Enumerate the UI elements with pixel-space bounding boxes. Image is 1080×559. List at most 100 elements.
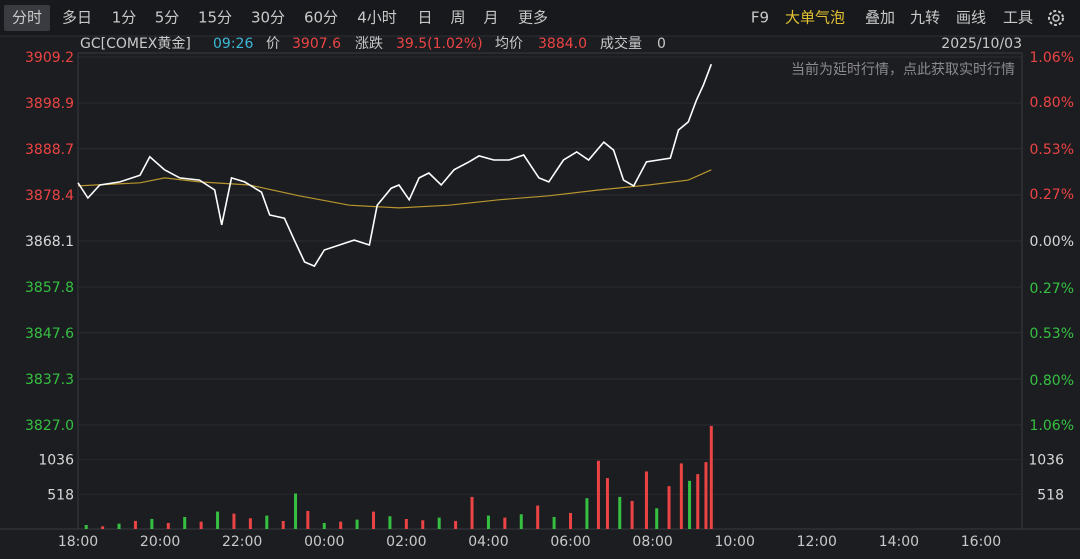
y-tick-label: 3847.6	[25, 326, 74, 342]
price: 3907.6	[292, 36, 341, 52]
volume-bar	[101, 526, 105, 529]
volume-bar	[704, 462, 708, 529]
tab[interactable]: 4小时	[357, 9, 397, 27]
tool[interactable]: 九转	[910, 9, 940, 27]
y2-tick-label: 0.53%	[1030, 326, 1074, 342]
volume-bar	[117, 523, 121, 529]
x-tick-label: 22:00	[222, 534, 262, 550]
volume-bar	[322, 522, 326, 529]
y2-tick-label: 1.06%	[1030, 50, 1074, 66]
volume-bar	[688, 480, 692, 529]
info-time: 09:26	[213, 36, 253, 52]
volume-bar	[421, 520, 425, 529]
toolbar	[0, 0, 1080, 36]
tab[interactable]: 5分	[155, 9, 180, 27]
y2-tick-label: 1036	[1028, 453, 1064, 469]
tool[interactable]: F9	[751, 9, 769, 27]
x-tick-label: 00:00	[304, 534, 344, 550]
volume-bar	[630, 500, 634, 529]
y-tick-label: 3898.9	[25, 96, 74, 112]
y-tick-label: 3909.2	[25, 50, 74, 66]
settings-icon[interactable]	[1048, 10, 1064, 26]
volume-bar	[372, 511, 376, 529]
tool[interactable]: 叠加	[865, 9, 895, 27]
price-label: 价	[266, 36, 280, 52]
y-tick-label: 3857.8	[25, 280, 74, 296]
y2-tick-label: 0.53%	[1030, 142, 1074, 158]
y2-tick-label: 518	[1037, 487, 1064, 503]
volume-bar	[183, 516, 187, 529]
avg: 3884.0	[538, 36, 587, 52]
price-line	[77, 63, 713, 268]
volume: 0	[657, 36, 666, 52]
tab[interactable]: 60分	[304, 9, 338, 27]
y-tick-label: 3837.3	[25, 372, 74, 388]
selected-tab	[4, 5, 50, 31]
y-tick-label: 3878.4	[25, 188, 74, 204]
volume-bar	[605, 478, 609, 529]
volume-bar	[618, 496, 622, 529]
volume-bar	[655, 508, 659, 529]
tab[interactable]: 15分	[198, 9, 232, 27]
volume-bar	[454, 520, 458, 529]
volume-label: 成交量	[600, 35, 642, 52]
volume-bar	[265, 515, 269, 529]
volume-bar	[536, 505, 540, 529]
x-tick-label: 06:00	[550, 534, 590, 550]
x-tick-label: 10:00	[715, 534, 755, 550]
x-tick-label: 02:00	[386, 534, 426, 550]
volume-bar	[216, 511, 220, 529]
volume-bar	[644, 471, 648, 529]
tab[interactable]: 周	[450, 9, 465, 27]
x-tick-label: 14:00	[879, 534, 919, 550]
x-tick-label: 08:00	[632, 534, 672, 550]
volume-bar	[232, 513, 236, 529]
y-tick-label: 3868.1	[25, 234, 74, 250]
y2-tick-label: 0.80%	[1030, 373, 1074, 389]
volume-bar	[294, 493, 298, 529]
volume-bar	[486, 515, 490, 529]
y2-tick-label: 0.27%	[1030, 281, 1074, 297]
volume-bar	[339, 521, 343, 529]
delay-notice[interactable]: 当前为延时行情，点此获取实时行情	[791, 61, 1015, 78]
symbol: GC[COMEX黄金]	[80, 35, 191, 52]
volume-bar	[388, 516, 392, 529]
tool[interactable]: 画线	[956, 9, 986, 27]
volume-bar	[503, 517, 507, 529]
volume-bar	[437, 517, 441, 529]
volume-bar	[552, 516, 556, 529]
tool[interactable]: 工具	[1003, 9, 1033, 27]
tab[interactable]: 月	[483, 9, 498, 27]
tab[interactable]: 1分	[112, 9, 137, 27]
tab[interactable]: 日	[417, 9, 432, 27]
y-tick-label: 3888.7	[25, 142, 74, 158]
x-tick-label: 20:00	[140, 534, 180, 550]
volume-bar	[404, 518, 408, 529]
volume-bar	[248, 518, 252, 529]
y-tick-label: 1036	[38, 453, 74, 469]
gear-inner	[1052, 14, 1060, 22]
gear-outer	[1048, 10, 1064, 26]
volume-bar	[585, 498, 589, 529]
tab[interactable]: 更多	[518, 9, 548, 27]
tool[interactable]: 大单气泡	[785, 9, 845, 27]
volume-bar	[166, 522, 170, 529]
y2-tick-label: 0.00%	[1030, 234, 1074, 250]
change: 39.5(1.02%)	[396, 36, 483, 52]
tab[interactable]: 分时	[12, 9, 42, 27]
volume-bar	[596, 460, 600, 529]
tab[interactable]: 多日	[62, 9, 92, 27]
volume-bar	[281, 520, 285, 529]
y-tick-label: 3827.0	[25, 418, 74, 434]
x-tick-label: 18:00	[58, 534, 98, 550]
y-tick-label: 518	[47, 487, 74, 503]
volume-bar	[679, 463, 683, 529]
price-line	[77, 169, 712, 209]
avg-label: 均价	[495, 36, 523, 52]
y2-tick-label: 0.80%	[1030, 95, 1074, 111]
volume-bar	[199, 521, 203, 529]
x-tick-label: 12:00	[797, 534, 837, 550]
tab[interactable]: 30分	[251, 9, 285, 27]
volume-bar	[667, 486, 671, 529]
